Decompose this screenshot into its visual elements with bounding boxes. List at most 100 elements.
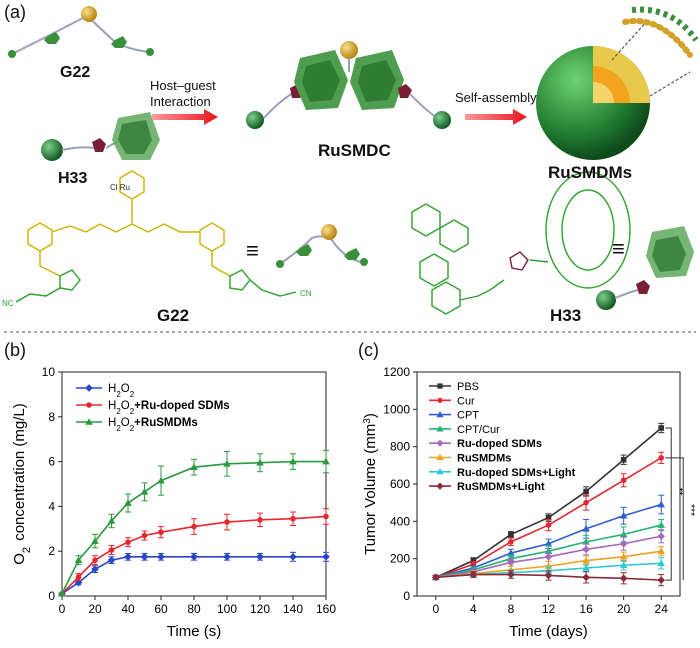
data-point (91, 537, 99, 544)
g22-structure-text-nc: NC (2, 299, 14, 308)
y-tick-label: 0 (48, 589, 55, 603)
data-point (658, 455, 665, 461)
data-point (657, 576, 666, 584)
data-point (657, 521, 666, 528)
legend-marker (436, 468, 444, 475)
data-point (507, 558, 515, 567)
y-tick-label: 6 (48, 455, 55, 469)
data-point (619, 530, 628, 538)
data-point (582, 573, 590, 582)
legend-label: H2O2 (108, 383, 135, 399)
legend-marker (86, 402, 92, 408)
data-point (657, 500, 666, 508)
series-line (61, 556, 326, 595)
data-point (545, 514, 552, 521)
legend-marker (436, 482, 444, 490)
x-tick-label: 4 (470, 602, 477, 616)
data-point (256, 458, 264, 466)
y-tick-label: 800 (390, 440, 410, 454)
g22-equiv-symbol: ≡ (246, 238, 259, 263)
host-guest-arrow (152, 109, 218, 125)
x-tick-label: 60 (154, 602, 168, 616)
h33-label: H33 (58, 170, 88, 187)
x-tick-label: 120 (250, 602, 270, 616)
data-point (619, 511, 628, 519)
legend-label: Cur (457, 395, 475, 407)
data-point (75, 574, 82, 580)
data-point (323, 513, 329, 520)
data-point (582, 556, 590, 564)
data-point (583, 499, 589, 506)
data-point (582, 564, 590, 571)
data-point (508, 531, 514, 538)
data-point (619, 574, 628, 583)
legend-marker (436, 439, 444, 447)
y-tick-label: 8 (48, 410, 55, 424)
chart-tumor-volume: 0 4 8 12 16 20 24 0 200 400 600 800 1000 1200 Time (da… (362, 365, 697, 640)
y-axis-title: Tumor Volume (mm3) (362, 413, 380, 555)
x-tick-label: 16 (579, 602, 593, 616)
data-point (544, 553, 553, 561)
rusmdc-label: RuSMDC (318, 141, 391, 160)
x-tick-label: 0 (432, 602, 439, 616)
legend-marker (85, 418, 93, 425)
x-tick-label: 80 (187, 602, 201, 616)
x-tick-label: 24 (655, 602, 669, 616)
data-point (657, 532, 666, 541)
data-point (620, 477, 627, 484)
legend-label: PBS (457, 381, 479, 393)
data-point (108, 547, 115, 553)
data-point (545, 522, 552, 528)
panel-a-illustration: Cl Ru NC CN (2, 6, 699, 333)
data-point (223, 460, 231, 467)
data-point (256, 553, 264, 561)
data-point (582, 538, 590, 545)
data-point (619, 561, 628, 568)
data-point (544, 567, 553, 574)
data-point (157, 553, 165, 561)
data-point (124, 553, 132, 561)
data-point (322, 553, 330, 561)
h33-cyclodextrin (529, 171, 631, 289)
legend-label: H2O2+Ru-doped SDMs (108, 400, 230, 416)
y-tick-label: 4 (48, 499, 55, 513)
data-point (544, 539, 553, 547)
y-tick-label: 1000 (383, 402, 410, 416)
data-point (158, 529, 164, 535)
g22-cartoon (8, 6, 154, 58)
g22-structure-text-cn: CN (300, 289, 312, 298)
legend-marker (436, 453, 444, 461)
h33-cartoon (41, 112, 160, 161)
data-point (582, 545, 590, 554)
data-point (223, 553, 231, 561)
panel-a-label: (a) (4, 2, 26, 22)
g22-mini-cartoon (276, 224, 368, 268)
data-point (619, 539, 628, 548)
g22-triazole-linkers (15, 269, 297, 303)
g22-structure (27, 170, 231, 277)
data-point (107, 556, 116, 564)
self-assembly-arrow (465, 109, 527, 125)
rusmdc-cartoon (246, 41, 451, 129)
data-point (470, 557, 477, 564)
g22-structure-label: G22 (157, 306, 190, 325)
legend-label: Ru-doped SDMs+Light (457, 467, 576, 479)
h33-triazole (509, 251, 529, 271)
x-tick-label: 40 (121, 602, 135, 616)
data-point (658, 425, 665, 431)
legend-label: RuSMDMs (457, 453, 511, 465)
data-point (620, 456, 627, 463)
x-axis-title: Time (days) (509, 623, 588, 640)
x-tick-label: 20 (88, 602, 102, 616)
data-point (322, 457, 330, 465)
x-tick-label: 140 (283, 602, 303, 616)
data-point (92, 557, 98, 563)
series-line (61, 460, 326, 595)
data-point (583, 488, 589, 495)
y-tick-label: 600 (390, 477, 410, 491)
data-point (508, 539, 514, 545)
x-tick-label: 20 (617, 602, 631, 616)
chart-o2-concentration: 0 20 40 60 80 100 120 140 160 0 2 4 6 8 10 Time (s) O2 c… (11, 365, 336, 640)
h33-equiv-symbol: ≡ (612, 236, 625, 261)
data-point (224, 519, 230, 525)
